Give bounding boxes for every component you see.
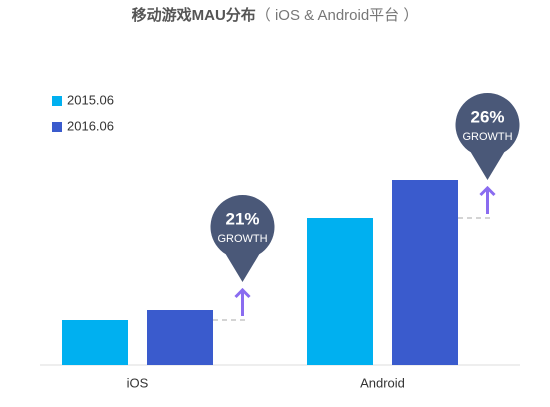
growth-balloon [455,93,520,180]
growth-value: 21% [225,209,259,228]
legend-label: 2015.06 [67,92,114,107]
legend-label: 2016.06 [67,118,114,133]
chart-title-line: 移动游戏MAU分布（ iOS & Android平台 ） [132,6,419,24]
bar [62,320,128,365]
growth-balloon [210,195,275,282]
legend-swatch [52,122,62,132]
x-tick-label: iOS [127,375,149,390]
chart-title: 移动游戏MAU分布 [132,6,256,24]
bar [307,218,373,365]
growth-value: 26% [470,107,504,126]
bar [392,180,458,365]
legend-swatch [52,96,62,106]
growth-label: GROWTH [217,233,267,245]
bar [147,310,213,365]
growth-arrow [234,287,251,316]
growth-label: GROWTH [462,131,512,143]
chart-subtitle: （ iOS & Android平台 ） [256,7,419,24]
growth-arrow [479,185,496,214]
x-tick-label: Android [360,375,405,390]
